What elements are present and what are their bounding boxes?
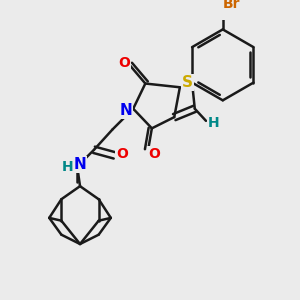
Text: N: N (74, 157, 86, 172)
Text: S: S (182, 75, 193, 90)
Text: O: O (118, 56, 130, 70)
Text: Br: Br (222, 0, 240, 11)
Text: O: O (148, 146, 160, 161)
Text: H: H (208, 116, 219, 130)
Text: H: H (62, 160, 74, 174)
Text: O: O (116, 146, 128, 161)
Text: N: N (119, 103, 132, 118)
